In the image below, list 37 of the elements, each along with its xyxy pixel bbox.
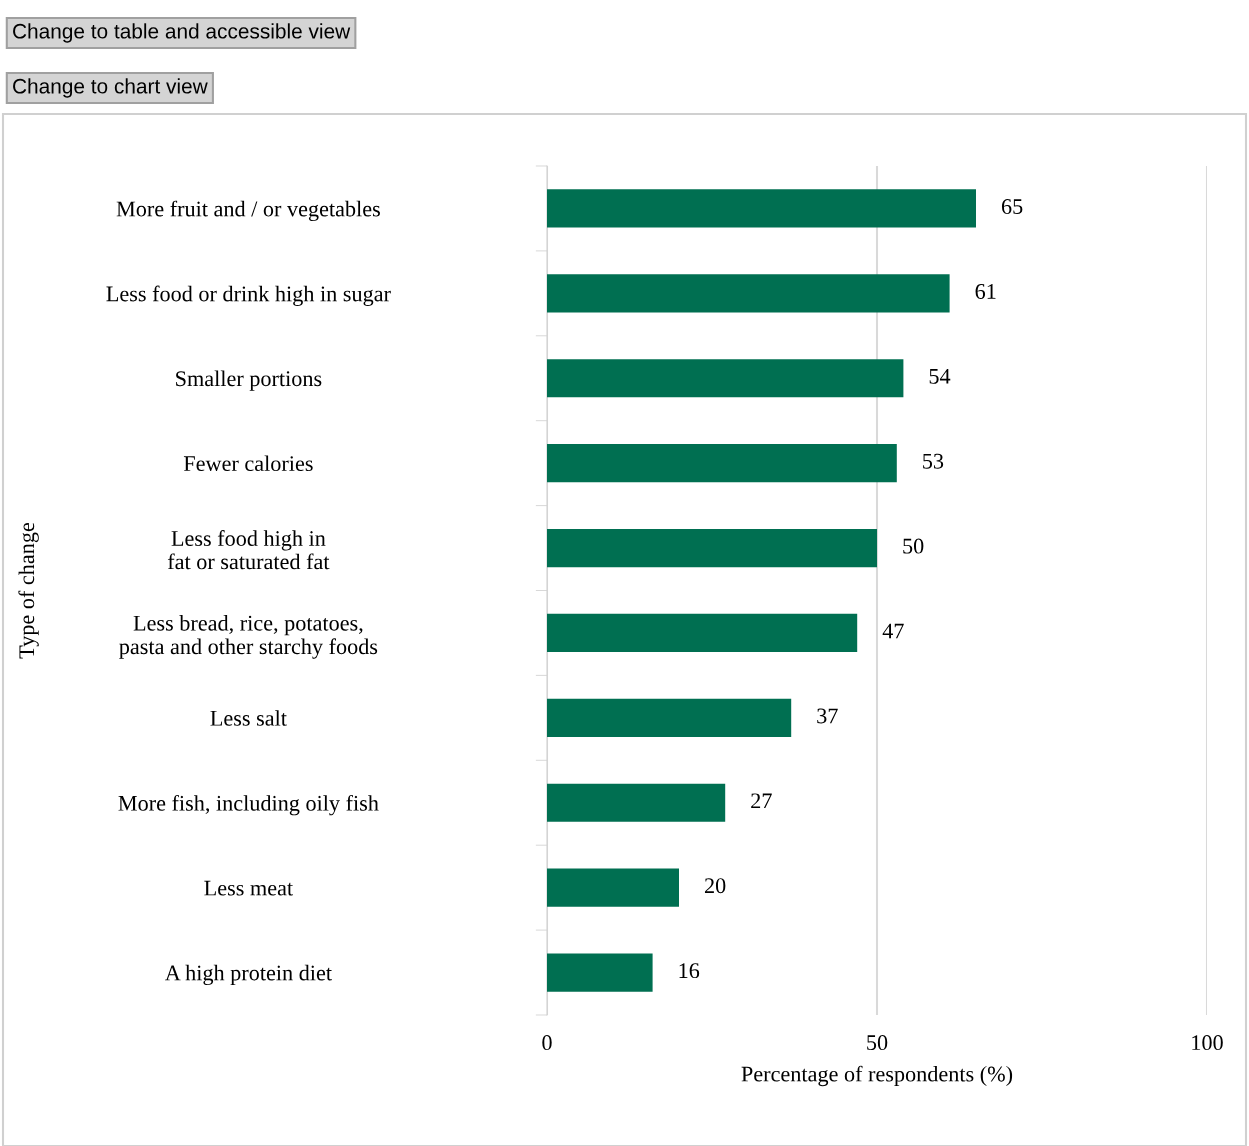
- x-tick-label: 100: [1192, 1035, 1223, 1051]
- bar: [547, 528, 877, 568]
- text: Change to table and accessible view: [13, 23, 351, 43]
- data-label: 16: [679, 963, 700, 979]
- data-label: 27: [751, 793, 772, 809]
- x-tick-label: 50: [867, 1035, 888, 1051]
- data-label: 61: [975, 283, 996, 299]
- bar: [547, 444, 897, 483]
- bar: [547, 953, 653, 992]
- text: Change to chart view: [13, 78, 208, 98]
- bar: [547, 698, 792, 737]
- bar: [547, 189, 976, 228]
- x-tick-label: 0: [542, 1035, 552, 1051]
- y-axis-title: Type of change: [18, 522, 39, 659]
- data-label: 37: [817, 708, 838, 724]
- bar: [547, 359, 904, 398]
- y-tick-label: Less food high in fat or saturated fat: [167, 530, 330, 570]
- y-tick-label: Smaller portions: [176, 370, 322, 391]
- y-tick-label: Less salt: [210, 710, 287, 726]
- data-label: 65: [1001, 199, 1023, 215]
- x-axis-title: Percentage of respondents (%): [741, 1065, 1013, 1087]
- bar: [547, 868, 679, 907]
- data-label: 54: [929, 368, 951, 384]
- y-tick-label: Fewer calories: [183, 455, 313, 472]
- bar: [547, 613, 858, 653]
- y-tick-label: More fish, including oily fish: [118, 794, 379, 816]
- data-label: 53: [923, 453, 944, 469]
- data-label: 47: [882, 623, 904, 639]
- y-tick-label: Less bread, rice, potatoes, pasta and other starchy foods: [119, 615, 378, 659]
- data-label: 20: [704, 878, 726, 894]
- y-tick-label: A high protein diet: [164, 964, 332, 986]
- bar: [547, 274, 950, 313]
- y-tick-label: Less food or drink high in sugar: [106, 285, 391, 306]
- bar: [547, 783, 726, 822]
- data-label: 50: [903, 538, 924, 554]
- y-tick-label: Less meat: [204, 880, 293, 896]
- y-tick-label: More fruit and / or vegetables: [116, 200, 380, 222]
